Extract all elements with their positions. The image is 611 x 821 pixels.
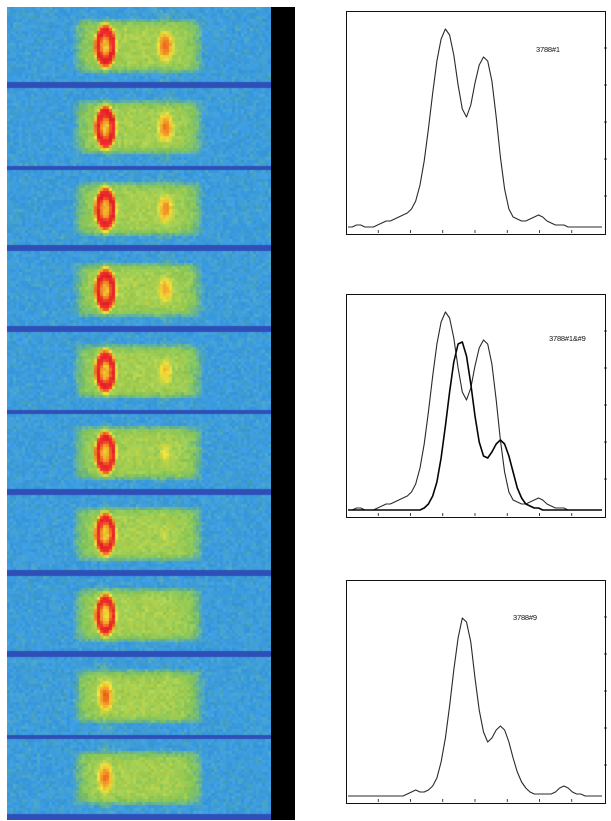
plot-svg: [348, 311, 607, 516]
series-line-2: [348, 341, 602, 511]
plot-frame: [346, 11, 606, 235]
plot-label: 3788#1: [536, 45, 560, 54]
plot-label: 3788#1&#9: [549, 334, 586, 343]
plot-svg: [348, 28, 607, 233]
series-line-1: [348, 28, 602, 228]
plot-frame: [346, 294, 606, 518]
profile-plot-3: 3788#9: [346, 580, 608, 804]
series-line-1: [348, 311, 602, 511]
heatmap-image: [7, 7, 271, 820]
series-line-1: [348, 617, 602, 797]
plot-svg: [348, 616, 607, 802]
profile-plot-2: 3788#1&#9: [346, 294, 608, 518]
heatmap-edge-bar: [271, 7, 295, 820]
plot-frame: [346, 580, 606, 804]
plot-label: 3788#9: [513, 613, 537, 622]
profile-plot-1: 3788#1: [346, 11, 608, 235]
